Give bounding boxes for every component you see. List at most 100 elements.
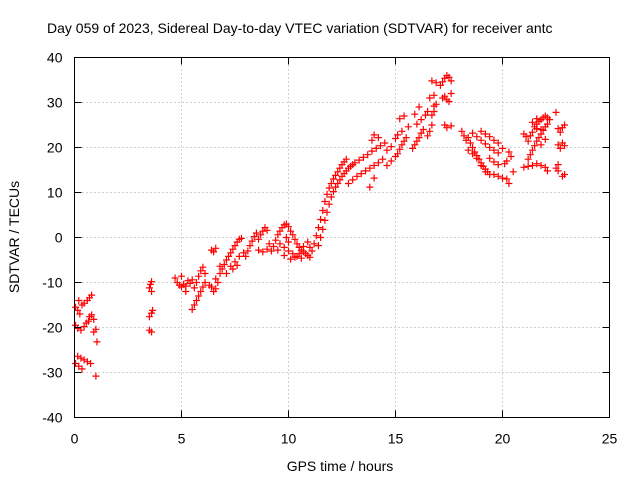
data-point xyxy=(379,155,387,163)
data-point xyxy=(289,250,297,258)
data-point xyxy=(195,272,203,280)
data-point xyxy=(227,249,235,257)
data-point xyxy=(490,136,498,144)
data-point xyxy=(392,135,399,142)
data-point xyxy=(554,167,562,175)
data-point xyxy=(546,116,554,124)
data-point xyxy=(314,242,322,250)
data-point xyxy=(90,315,98,323)
data-point xyxy=(464,134,472,142)
data-point xyxy=(78,365,86,373)
data-point xyxy=(342,155,350,163)
data-point xyxy=(400,137,408,145)
data-point xyxy=(490,146,498,154)
data-point xyxy=(199,263,207,271)
x-tick-label: 15 xyxy=(388,431,404,447)
x-tick-label: 20 xyxy=(495,431,511,447)
data-point xyxy=(312,232,320,240)
data-point xyxy=(394,131,402,139)
y-tick-label: 30 xyxy=(47,95,63,111)
data-point xyxy=(276,227,284,235)
data-point xyxy=(323,208,331,216)
data-point xyxy=(222,270,230,277)
data-point xyxy=(528,146,536,154)
data-point xyxy=(92,372,100,380)
data-point xyxy=(80,356,88,364)
data-point xyxy=(421,111,429,119)
data-point xyxy=(494,149,502,157)
data-point xyxy=(77,354,85,362)
data-point xyxy=(404,123,412,131)
data-point xyxy=(503,175,511,183)
data-point xyxy=(398,127,406,135)
data-point xyxy=(72,360,80,367)
data-point xyxy=(182,288,190,295)
data-point xyxy=(445,98,453,106)
data-point xyxy=(411,141,419,149)
data-point xyxy=(481,130,489,138)
data-point xyxy=(477,162,485,169)
data-point xyxy=(396,145,404,153)
data-point xyxy=(329,188,337,196)
data-point xyxy=(436,81,444,89)
data-point xyxy=(556,144,564,152)
data-point xyxy=(148,288,156,295)
data-point xyxy=(526,151,534,159)
data-point xyxy=(428,121,436,129)
data-point xyxy=(148,328,156,336)
data-point xyxy=(481,168,489,176)
data-point xyxy=(411,110,419,118)
data-point xyxy=(250,233,258,241)
data-point xyxy=(366,164,374,172)
data-point xyxy=(415,134,423,142)
data-point xyxy=(145,313,153,321)
data-point xyxy=(287,227,295,235)
data-point xyxy=(537,126,545,133)
y-tick-label: -40 xyxy=(42,410,62,426)
data-point xyxy=(486,133,494,141)
data-point xyxy=(473,133,481,141)
data-point xyxy=(528,118,536,126)
data-point xyxy=(355,156,363,164)
data-point xyxy=(524,162,532,170)
data-point xyxy=(276,240,284,248)
data-point xyxy=(359,153,367,161)
data-point xyxy=(424,108,432,115)
data-point xyxy=(317,234,325,241)
data-point xyxy=(80,323,88,331)
y-tick-label: 10 xyxy=(47,185,63,201)
data-point xyxy=(469,129,477,137)
data-point xyxy=(287,255,295,263)
data-point xyxy=(413,137,421,145)
data-point xyxy=(458,127,466,135)
data-point xyxy=(297,254,305,262)
data-point xyxy=(469,144,477,151)
data-point xyxy=(413,120,421,128)
data-point xyxy=(280,252,288,259)
data-point xyxy=(533,125,541,133)
data-point xyxy=(357,170,365,178)
data-point xyxy=(447,77,455,85)
data-point xyxy=(362,167,370,175)
data-point xyxy=(212,285,220,293)
data-point xyxy=(83,297,91,304)
data-point xyxy=(366,183,374,191)
data-point xyxy=(233,261,241,269)
data-point xyxy=(248,237,256,245)
data-point xyxy=(561,121,569,129)
data-point xyxy=(541,163,549,171)
data-point xyxy=(285,247,292,255)
tick-labels: 0 5 10 15 20 25 -40 -30 -20 -10 0 10 20 30 40 xyxy=(42,50,617,447)
data-point xyxy=(84,317,92,325)
data-point xyxy=(334,180,342,187)
data-point xyxy=(270,243,278,250)
data-point xyxy=(387,157,395,165)
data-point xyxy=(351,159,359,167)
data-point xyxy=(259,248,267,256)
y-tick-label: -10 xyxy=(42,275,62,291)
data-point xyxy=(197,267,205,275)
data-point xyxy=(188,276,196,284)
data-point xyxy=(220,261,228,268)
data-point xyxy=(535,134,543,142)
